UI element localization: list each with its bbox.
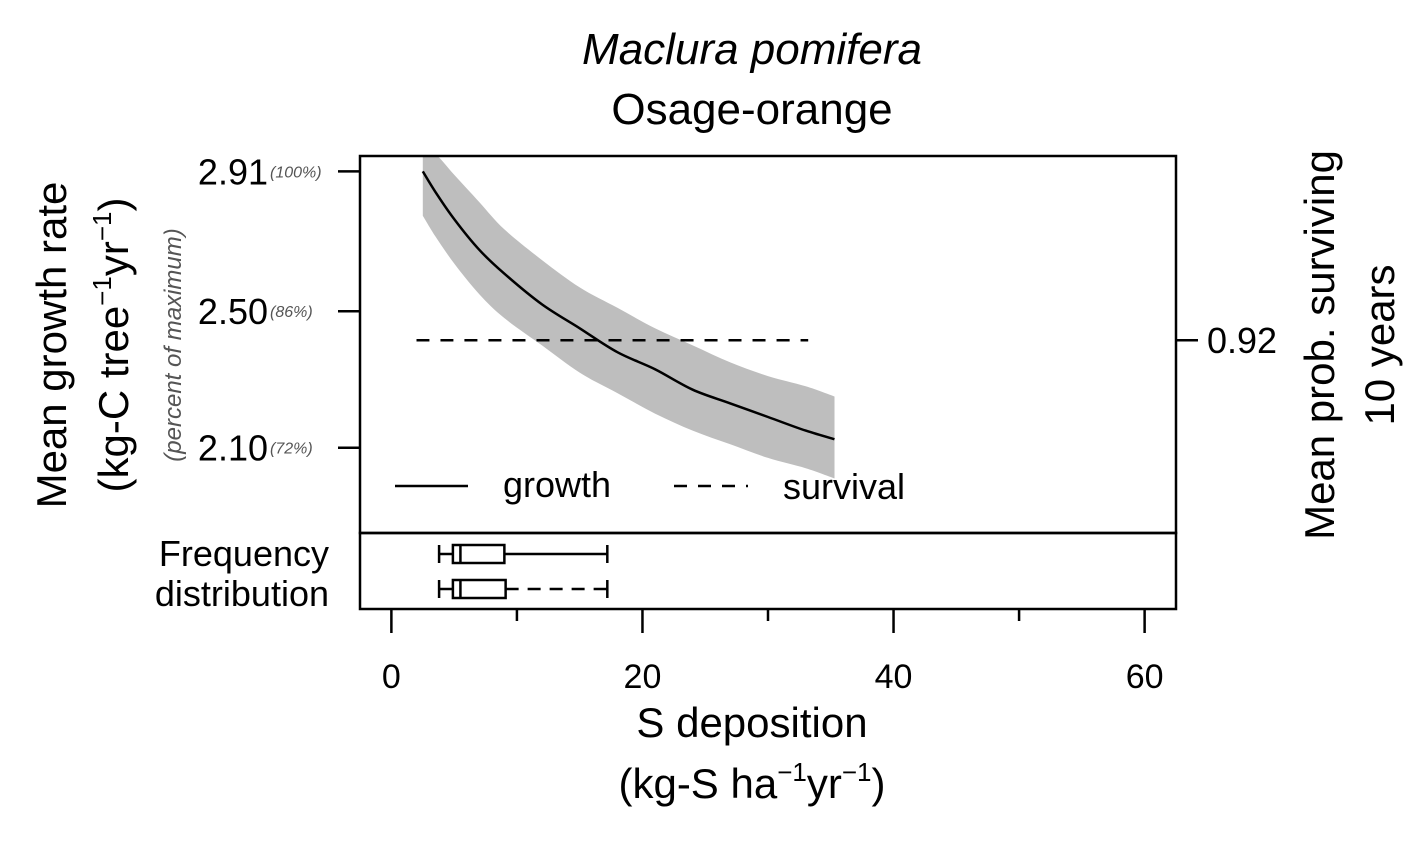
boxplot-growth [437,543,609,565]
confidence-band-layer [422,156,835,479]
series-line-growth [421,170,835,441]
boxplot-box [451,578,507,600]
y-axis-secondary-label: (percent of maximum) [160,228,187,461]
x-axis-label-line2: (kg-S ha−1yr−1) [618,757,885,807]
y-tick-percent: (86%) [270,304,313,321]
y2-tick-label: 0.92 [1207,320,1277,361]
boxplot-survival [437,578,609,600]
y-unit-exp1: −1 [87,276,117,306]
y-axis-label-line2: (kg-C tree−1yr−1) [87,197,137,492]
y-unit-post: ) [90,197,137,211]
y-tick-percent: (72%) [270,441,313,458]
x-tick-label: 40 [875,658,913,696]
y-unit-mid: yr [90,241,137,276]
y-tick-label: 2.50 [198,291,268,332]
y2-axis-ticks: 0.92 [1176,320,1277,361]
x-unit-pre: (kg-S ha [618,760,777,807]
frequency-label-line2: distribution [155,573,329,614]
x-unit-exp1: −1 [777,757,807,787]
x-unit-mid: yr [807,760,842,807]
x-axis-label-line1: S deposition [636,699,867,746]
frequency-boxplots [437,543,609,600]
legend: growth survival [395,464,905,507]
chart-title: Maclura pomifera [582,25,922,74]
x-tick-label: 20 [624,658,662,696]
y-unit-exp2: −1 [87,211,117,241]
y-axis-ticks: 2.91 (100%) 2.50 (86%) 2.10 (72%) [198,151,360,469]
y-tick-label: 2.91 [198,151,268,192]
series-line-layer [416,170,835,441]
frequency-label-line1: Frequency [159,533,329,574]
legend-label-survival: survival [783,466,905,507]
boxplot-box [451,543,506,565]
x-tick-label: 0 [382,658,401,696]
y-unit-pre: (kg-C tree [90,306,137,493]
legend-label-growth: growth [503,464,611,505]
x-tick-label: 60 [1126,658,1164,696]
x-unit-exp2: −1 [842,757,872,787]
x-unit-post: ) [872,760,886,807]
band-growth [422,156,835,479]
y2-axis-label-line1: Mean prob. surviving [1296,150,1343,540]
x-axis-ticks: 0 20 40 60 [382,609,1164,696]
chart-subtitle: Osage-orange [611,85,892,134]
y2-axis-label-line2: 10 years [1356,264,1403,425]
y-axis-label-line1: Mean growth rate [28,182,75,509]
y-tick-label: 2.10 [198,428,268,469]
y-tick-percent: (100%) [270,164,322,181]
